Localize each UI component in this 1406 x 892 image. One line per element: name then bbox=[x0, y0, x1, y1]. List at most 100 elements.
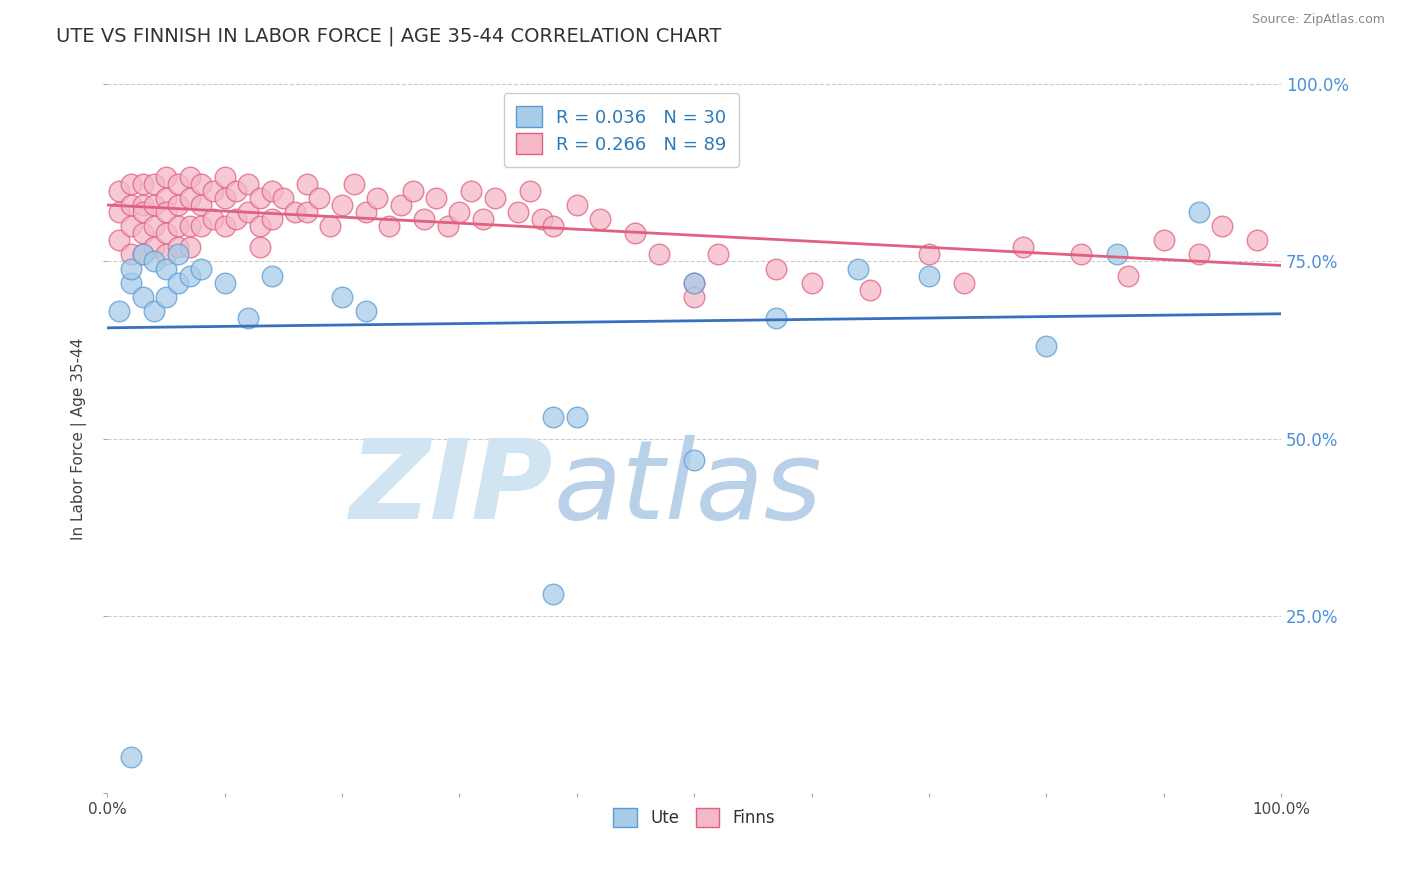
Point bbox=[543, 587, 565, 601]
Point bbox=[166, 240, 188, 254]
Point bbox=[155, 205, 177, 219]
Point bbox=[565, 410, 588, 425]
Point bbox=[143, 254, 166, 268]
Point bbox=[131, 247, 153, 261]
Point bbox=[131, 177, 153, 191]
Point bbox=[155, 247, 177, 261]
Text: Source: ZipAtlas.com: Source: ZipAtlas.com bbox=[1251, 13, 1385, 27]
Point bbox=[120, 219, 142, 233]
Point bbox=[273, 191, 295, 205]
Point bbox=[131, 205, 153, 219]
Point bbox=[848, 261, 870, 276]
Point bbox=[366, 191, 388, 205]
Point bbox=[330, 198, 353, 212]
Point bbox=[155, 169, 177, 184]
Point bbox=[295, 205, 318, 219]
Point bbox=[295, 177, 318, 191]
Point bbox=[108, 184, 131, 198]
Point bbox=[389, 198, 412, 212]
Point bbox=[436, 219, 458, 233]
Point bbox=[143, 240, 166, 254]
Point bbox=[143, 198, 166, 212]
Point bbox=[166, 247, 188, 261]
Point bbox=[484, 191, 506, 205]
Point bbox=[319, 219, 342, 233]
Point bbox=[859, 283, 882, 297]
Point bbox=[214, 219, 236, 233]
Point bbox=[179, 268, 201, 283]
Point bbox=[108, 304, 131, 318]
Point bbox=[238, 205, 260, 219]
Point bbox=[249, 240, 271, 254]
Point bbox=[918, 247, 941, 261]
Point bbox=[413, 212, 436, 227]
Text: atlas: atlas bbox=[554, 434, 823, 541]
Point bbox=[800, 276, 823, 290]
Y-axis label: In Labor Force | Age 35-44: In Labor Force | Age 35-44 bbox=[72, 337, 87, 540]
Legend: Ute, Finns: Ute, Finns bbox=[607, 801, 782, 834]
Point bbox=[131, 290, 153, 304]
Point bbox=[1118, 268, 1140, 283]
Point bbox=[1105, 247, 1128, 261]
Point bbox=[143, 177, 166, 191]
Point bbox=[589, 212, 612, 227]
Point bbox=[543, 219, 565, 233]
Point bbox=[155, 261, 177, 276]
Point bbox=[683, 290, 706, 304]
Point bbox=[354, 205, 377, 219]
Point bbox=[308, 191, 330, 205]
Point bbox=[449, 205, 471, 219]
Point bbox=[1153, 233, 1175, 247]
Point bbox=[1188, 205, 1211, 219]
Point bbox=[425, 191, 447, 205]
Point bbox=[143, 304, 166, 318]
Text: UTE VS FINNISH IN LABOR FORCE | AGE 35-44 CORRELATION CHART: UTE VS FINNISH IN LABOR FORCE | AGE 35-4… bbox=[56, 27, 721, 46]
Point bbox=[401, 184, 423, 198]
Point bbox=[683, 276, 706, 290]
Point bbox=[201, 184, 224, 198]
Point bbox=[201, 212, 224, 227]
Point bbox=[143, 219, 166, 233]
Point bbox=[354, 304, 377, 318]
Point bbox=[166, 219, 188, 233]
Point bbox=[225, 212, 247, 227]
Point bbox=[155, 191, 177, 205]
Point bbox=[131, 226, 153, 240]
Point bbox=[683, 276, 706, 290]
Point bbox=[131, 247, 153, 261]
Point bbox=[131, 198, 153, 212]
Point bbox=[190, 177, 212, 191]
Point bbox=[238, 177, 260, 191]
Point bbox=[179, 219, 201, 233]
Point bbox=[1011, 240, 1033, 254]
Point bbox=[190, 198, 212, 212]
Point bbox=[214, 276, 236, 290]
Text: ZIP: ZIP bbox=[350, 434, 554, 541]
Point bbox=[460, 184, 482, 198]
Point bbox=[179, 169, 201, 184]
Point bbox=[120, 750, 142, 764]
Point bbox=[378, 219, 401, 233]
Point bbox=[108, 233, 131, 247]
Point bbox=[519, 184, 541, 198]
Point bbox=[179, 240, 201, 254]
Point bbox=[260, 268, 283, 283]
Point bbox=[214, 169, 236, 184]
Point bbox=[120, 276, 142, 290]
Point bbox=[471, 212, 494, 227]
Point bbox=[530, 212, 553, 227]
Point bbox=[260, 212, 283, 227]
Point bbox=[155, 226, 177, 240]
Point bbox=[166, 177, 188, 191]
Point bbox=[120, 177, 142, 191]
Point bbox=[1211, 219, 1233, 233]
Point bbox=[155, 290, 177, 304]
Point bbox=[1246, 233, 1268, 247]
Point bbox=[508, 205, 530, 219]
Point bbox=[214, 191, 236, 205]
Point bbox=[108, 205, 131, 219]
Point bbox=[330, 290, 353, 304]
Point bbox=[1070, 247, 1092, 261]
Point bbox=[953, 276, 976, 290]
Point bbox=[120, 261, 142, 276]
